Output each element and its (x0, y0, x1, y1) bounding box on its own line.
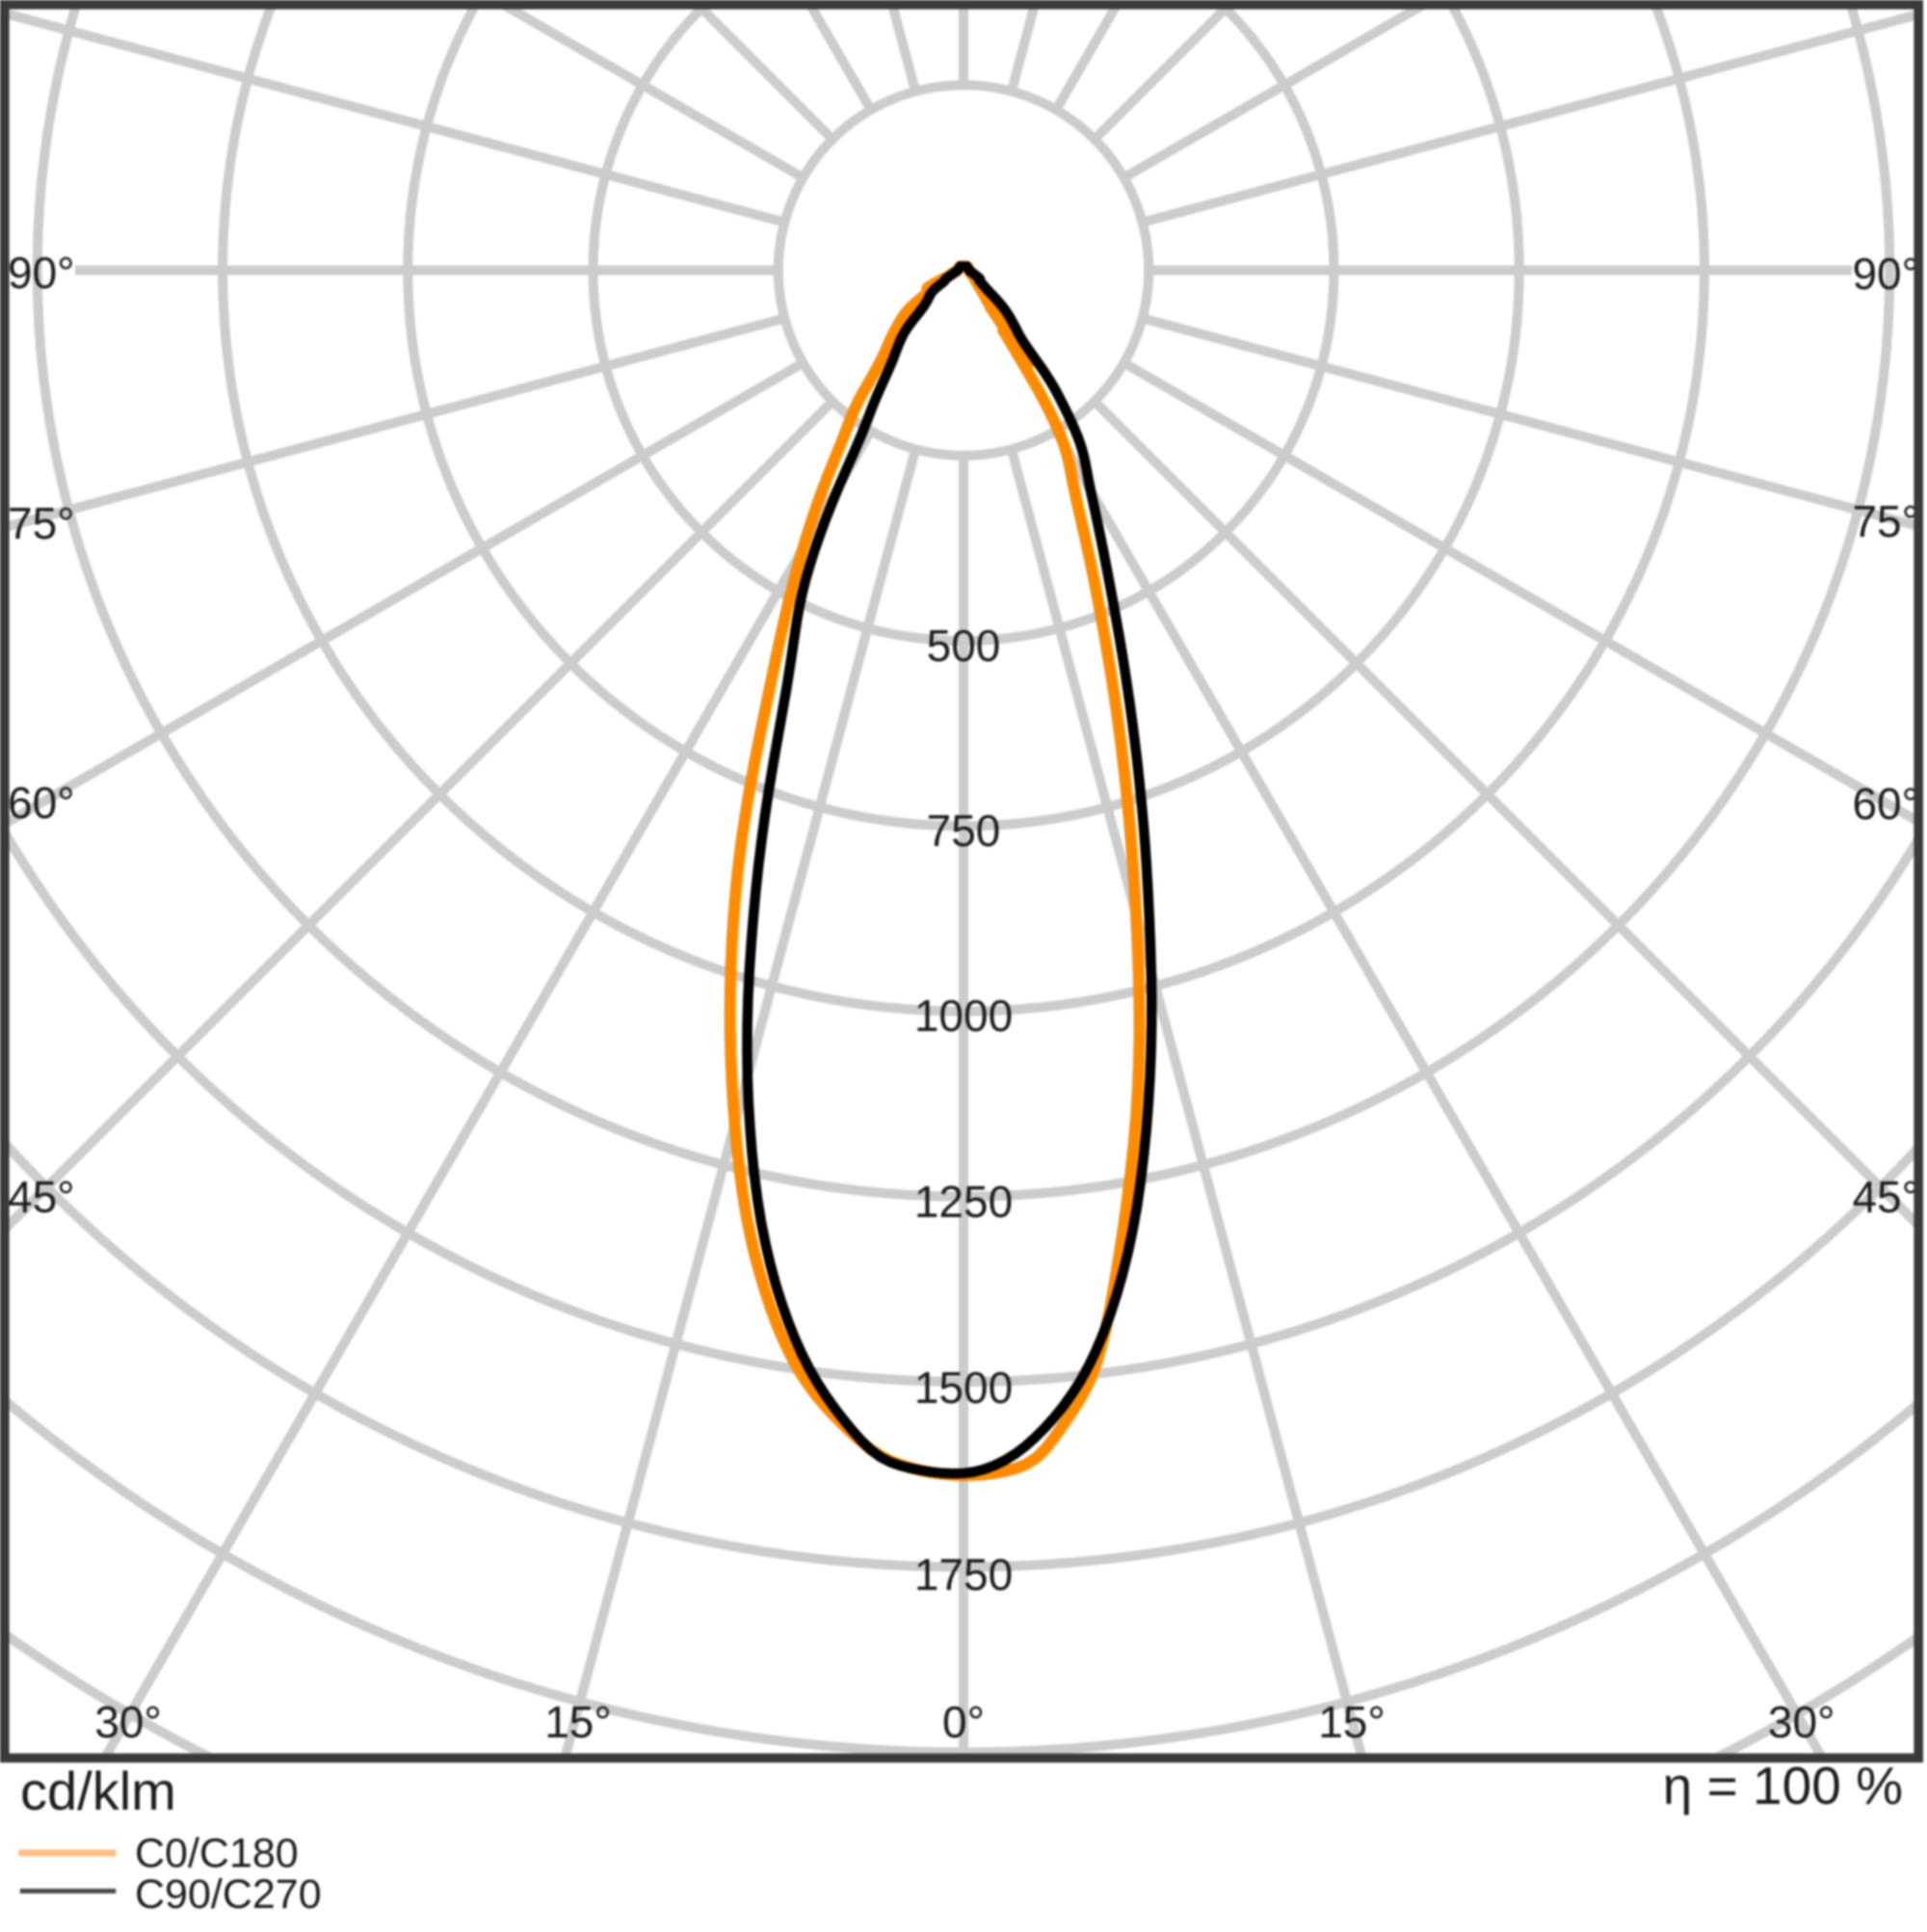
svg-text:15°: 15° (1318, 1697, 1386, 1747)
svg-text:η = 100 %: η = 100 % (1663, 1756, 1903, 1815)
svg-text:C90/C270: C90/C270 (135, 1871, 322, 1918)
svg-text:C0/C180: C0/C180 (135, 1831, 299, 1877)
svg-text:45°: 45° (1852, 1172, 1919, 1222)
svg-text:90°: 90° (1852, 249, 1919, 299)
svg-text:30°: 30° (94, 1697, 162, 1747)
svg-text:1000: 1000 (914, 991, 1013, 1041)
svg-text:60°: 60° (1852, 779, 1919, 829)
svg-text:500: 500 (927, 621, 1001, 671)
svg-text:cd/klm: cd/klm (20, 1760, 176, 1821)
svg-text:15°: 15° (544, 1697, 612, 1747)
svg-text:75°: 75° (1852, 496, 1919, 546)
svg-text:75°: 75° (8, 498, 75, 548)
svg-text:1750: 1750 (914, 1549, 1013, 1600)
svg-text:60°: 60° (8, 778, 75, 828)
svg-text:30°: 30° (1768, 1697, 1835, 1747)
svg-text:1500: 1500 (914, 1363, 1013, 1413)
svg-text:45°: 45° (8, 1172, 75, 1222)
svg-text:0°: 0° (942, 1697, 985, 1747)
svg-text:90°: 90° (8, 248, 75, 298)
svg-text:1250: 1250 (914, 1177, 1013, 1227)
svg-text:750: 750 (927, 806, 1001, 856)
